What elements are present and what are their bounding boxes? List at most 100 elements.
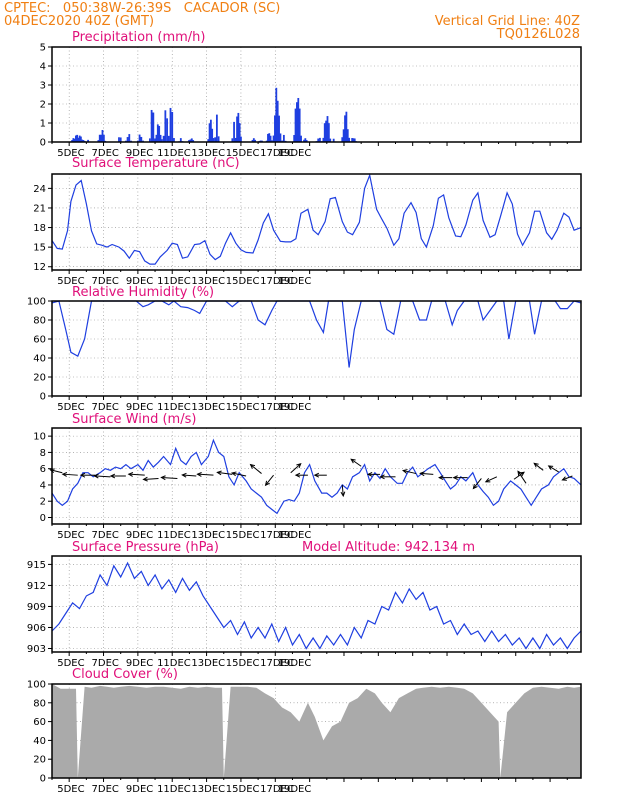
precip-bar bbox=[346, 129, 349, 142]
panel-3: Relative Humidity (%) 0 20 40 60 80 100 5DEC 7DE… bbox=[27, 285, 582, 413]
precip-bar bbox=[101, 129, 104, 142]
wind-arrow-head bbox=[142, 476, 148, 482]
precip-bar bbox=[150, 109, 153, 142]
wind-arrow-head bbox=[472, 483, 478, 490]
precip-bar bbox=[238, 123, 241, 142]
panel-title: Relative Humidity (%) bbox=[72, 285, 214, 300]
y-tick-label: 0 bbox=[40, 392, 46, 403]
x-tick-label: 11DEC bbox=[157, 148, 191, 159]
x-tick-label: 19DEC bbox=[278, 402, 312, 413]
y-tick-label: 100 bbox=[27, 297, 46, 308]
series-line bbox=[51, 173, 582, 265]
wind-arrow bbox=[290, 463, 302, 474]
precip-bar bbox=[164, 110, 167, 142]
precip-bar bbox=[237, 112, 240, 142]
header-model: TQ0126L028 bbox=[496, 27, 580, 42]
x-tick-label: 17DEC bbox=[260, 276, 294, 287]
wind-arrow-head bbox=[419, 471, 425, 477]
precip-bar bbox=[97, 140, 100, 142]
wind-arrow bbox=[143, 477, 159, 480]
y-tick-label: 40 bbox=[33, 354, 46, 365]
precip-bar bbox=[332, 138, 335, 142]
precip-bar bbox=[119, 137, 122, 142]
panel-title: Surface Temperature (nC) bbox=[72, 156, 240, 171]
y-tick-label: 6 bbox=[40, 464, 46, 475]
precip-bar bbox=[77, 137, 80, 142]
precip-bar bbox=[305, 140, 308, 142]
precip-bar bbox=[329, 138, 332, 142]
precip-bar bbox=[300, 135, 302, 142]
header-grid-line: Vertical Grid Line: 40Z bbox=[435, 14, 580, 29]
wind-vectors bbox=[49, 458, 573, 498]
panel-frame bbox=[51, 173, 582, 271]
panel-frame bbox=[51, 555, 582, 653]
wind-arrow bbox=[94, 475, 111, 478]
wind-arrow-head bbox=[452, 475, 458, 481]
precip-bar bbox=[278, 115, 280, 142]
x-tick-label: 9DEC bbox=[126, 276, 153, 287]
precip-bar bbox=[155, 134, 158, 142]
precip-bar bbox=[81, 139, 84, 142]
wind-arrow bbox=[562, 475, 573, 481]
x-tick-label: 13DEC bbox=[191, 402, 225, 413]
wind-arrow-head bbox=[93, 473, 99, 479]
wind-arrow bbox=[182, 474, 197, 477]
wind-arrow bbox=[420, 472, 434, 475]
series-line bbox=[51, 561, 582, 650]
precip-bar bbox=[322, 137, 325, 142]
y-tick-label: 0 bbox=[40, 138, 46, 149]
precip-bar bbox=[126, 137, 129, 142]
precip-bar bbox=[270, 140, 273, 142]
precip-bar bbox=[294, 108, 297, 142]
y-tick-label: 4 bbox=[40, 62, 46, 73]
x-tick-label: 17DEC bbox=[260, 402, 294, 413]
wind-arrow-head bbox=[561, 476, 567, 481]
precip-bar bbox=[296, 102, 298, 142]
x-tick-label: 7DEC bbox=[92, 402, 119, 413]
x-tick-label: 11DEC bbox=[157, 276, 191, 287]
precip-bar bbox=[293, 135, 296, 142]
precip-bar bbox=[231, 138, 234, 142]
precip-bar bbox=[325, 120, 328, 142]
wind-arrow-head bbox=[230, 471, 237, 477]
precip-bar bbox=[148, 138, 151, 142]
x-tick-label: 17DEC bbox=[260, 658, 294, 669]
precip-bar bbox=[326, 116, 329, 142]
y-tick-label: 912 bbox=[27, 581, 46, 592]
x-tick-label: 13DEC bbox=[191, 148, 225, 159]
y-tick-label: 915 bbox=[27, 560, 46, 571]
x-tick-label: 7DEC bbox=[92, 658, 119, 669]
wind-arrow bbox=[197, 473, 214, 476]
precip-bar bbox=[166, 118, 168, 142]
precip-bar bbox=[275, 87, 278, 142]
series-line bbox=[51, 438, 582, 515]
wind-arrow bbox=[341, 484, 344, 496]
precip-bar bbox=[267, 133, 269, 142]
precip-bar bbox=[342, 129, 345, 142]
y-tick-label: 24 bbox=[33, 184, 46, 195]
wind-arrow-head bbox=[484, 478, 491, 483]
x-tick-label: 19DEC bbox=[278, 148, 312, 159]
precip-bar bbox=[73, 138, 76, 142]
precip-bar bbox=[74, 135, 77, 142]
precip-bar bbox=[102, 134, 105, 142]
y-tick-label: 40 bbox=[33, 736, 46, 747]
precip-bar bbox=[282, 134, 285, 142]
y-tick-label: 1 bbox=[40, 119, 46, 130]
y-tick-label: 80 bbox=[33, 316, 46, 327]
panel-5: Surface Pressure (hPa) Model Altitude: 94… bbox=[27, 540, 582, 669]
precip-bar bbox=[128, 134, 131, 142]
precip-bar bbox=[76, 134, 79, 142]
precip-bar bbox=[208, 123, 211, 142]
precip-bar bbox=[353, 138, 356, 142]
precip-bar bbox=[341, 137, 344, 142]
x-tick-label: 5DEC bbox=[57, 530, 84, 541]
y-tick-label: 906 bbox=[27, 623, 46, 634]
wind-arrow-head bbox=[79, 472, 86, 478]
wind-arrow-head bbox=[264, 480, 270, 487]
precip-bar bbox=[154, 139, 156, 142]
x-tick-label: 13DEC bbox=[191, 784, 225, 795]
precip-bar bbox=[276, 100, 279, 142]
x-tick-label: 17DEC bbox=[260, 530, 294, 541]
